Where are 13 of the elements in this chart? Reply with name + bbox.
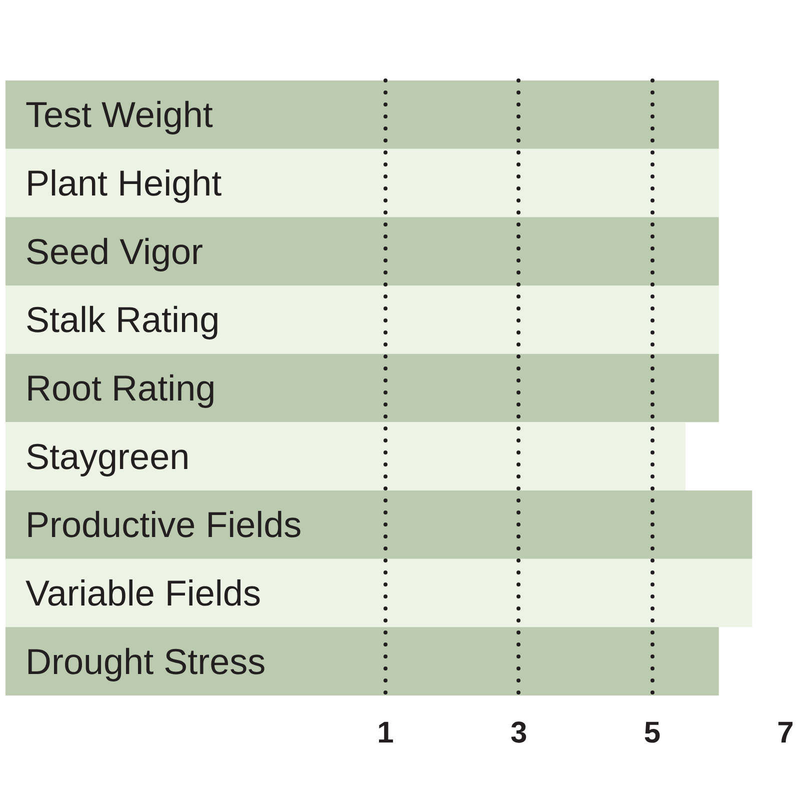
x-tick-label: 3 [510,716,528,750]
y-tick-label: Root Rating [26,368,216,408]
x-tick-label: 7 [777,716,794,750]
y-tick-label: Productive Fields [26,504,302,546]
x-tick-label: 1 [377,716,394,750]
x-tick-label: 5 [644,716,661,750]
y-tick-label: Variable Fields [26,572,261,614]
y-tick-label: Test Weight [26,94,213,136]
y-tick-label: Seed Vigor [26,230,203,272]
y-tick-label: Drought Stress [26,640,266,682]
y-tick-label: Plant Height [26,162,222,204]
y-tick-label: Stalk Rating [26,299,220,340]
y-tick-label: Staygreen [26,436,190,477]
